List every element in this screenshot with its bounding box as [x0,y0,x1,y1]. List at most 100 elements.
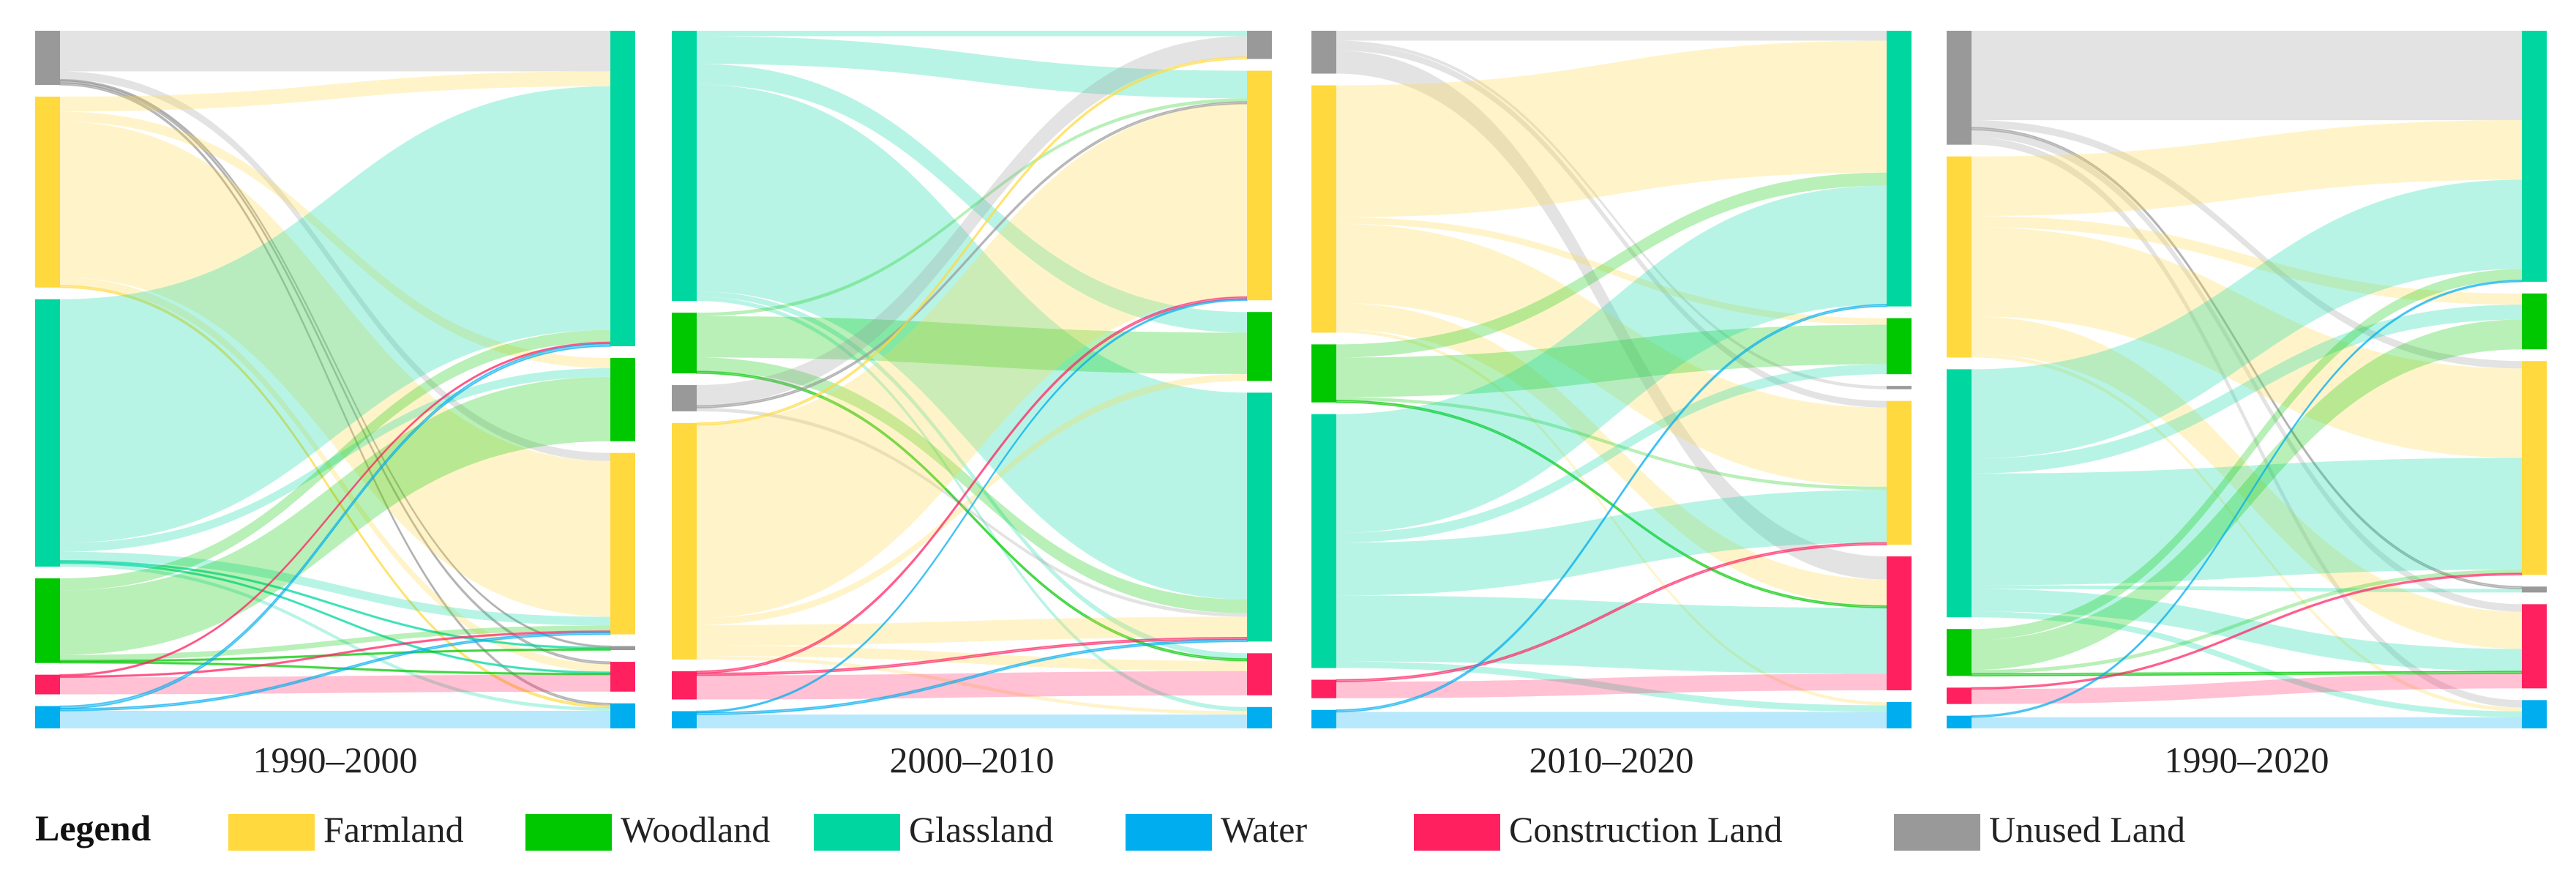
sankey-link-farmland-to-woodland [60,111,610,368]
node-right-farmland [1247,70,1272,301]
legend-swatch-unused [1894,814,1980,851]
node-left-woodland [672,313,697,374]
sankey-links [696,31,1248,728]
node-right-farmland [610,452,635,635]
sankey-link-unused-to-construction [1336,51,1887,580]
legend-item-unused: Unused Land [1894,809,2185,851]
sankey-link-construction-to-construction [697,671,1247,700]
sankey-link-water-to-water [1972,717,2522,728]
sankey-link-farmland-to-water [697,656,1247,715]
node-left-farmland [1311,85,1336,333]
sankey-link-farmland-to-grassland [1972,120,2522,217]
sankey-link-woodland-to-grassland [1336,172,1887,358]
sankey-link-water-to-farmland [696,298,1248,714]
sankey-links [59,31,611,728]
sankey-link-grassland-to-woodland [1972,305,2522,474]
node-right-woodland [610,357,635,441]
legend: Legend Farmland Woodland Glassland Water Cons… [35,807,2185,851]
node-left-farmland [35,96,60,288]
sankey-links [1336,31,1887,728]
sankey-nodes [1311,31,1912,728]
sankey-link-farmland-to-grassland [60,71,610,112]
sankey-link-woodland-to-grassland [60,329,610,591]
legend-swatch-construction [1414,814,1500,851]
legend-label-water: Water [1221,809,1307,850]
sankey-link-woodland-to-farmland [697,98,1247,316]
sankey-link-grassland-to-unused [697,31,1247,37]
node-right-water [610,703,635,728]
node-left-construction [1311,679,1336,698]
sankey-links [1971,31,2523,728]
node-left-unused [1311,31,1336,74]
legend-label-construction: Construction Land [1509,809,1783,850]
node-right-woodland [1887,318,1912,375]
sankey-link-construction-to-construction [1972,673,2522,704]
panel-title: 1990–2020 [2165,739,2329,780]
panels: 1990–2000 2000–2010 2010–2020 1990–2020 [35,31,2547,780]
sankey-link-farmland-to-construction [697,646,1247,671]
node-right-woodland [2522,293,2547,350]
sankey-link-woodland-to-grassland [1972,269,2522,641]
sankey-link-woodland-to-woodland [60,376,610,655]
sankey-link-grassland-to-grassland [1336,185,1887,533]
node-left-grassland [672,31,697,302]
node-left-construction [672,671,697,700]
sankey-link-water-to-water [60,710,610,728]
legend-title: Legend [35,807,151,848]
sankey-link-grassland-to-farmland [60,551,610,626]
sankey-link-unused-to-unused [1336,40,1887,389]
node-right-grassland [610,31,635,346]
node-left-grassland [35,299,60,567]
legend-swatch-water [1126,814,1212,851]
sankey-link-grassland-to-construction [1336,595,1887,674]
legend-swatch-grassland [814,814,900,851]
legend-item-construction: Construction Land [1414,809,1783,851]
sankey-link-unused-to-unused [697,36,1247,406]
sankey-panel-4: 1990–2020 [1947,31,2547,780]
legend-label-farmland: Farmland [323,809,464,850]
sankey-link-farmland-to-grassland [1336,40,1887,217]
sankey-panel-3: 2010–2020 [1311,31,1912,780]
node-right-construction [1887,556,1912,690]
node-left-unused [35,31,60,85]
sankey-link-grassland-to-farmland [1336,490,1887,596]
sankey-link-woodland-to-woodland [1336,324,1887,398]
legend-item-water: Water [1126,809,1307,851]
sankey-link-unused-to-grassland [1972,31,2522,121]
node-left-construction [35,674,60,695]
sankey-link-unused-to-grassland [60,31,610,72]
node-left-water [1947,715,1972,728]
node-left-water [1311,709,1336,728]
sankey-link-grassland-to-water [697,296,1247,712]
sankey-panel-2: 2000–2010 [672,31,1272,780]
node-right-construction [1247,653,1272,695]
sankey-link-grassland-to-construction [697,291,1247,659]
node-left-water [35,706,60,728]
node-right-water [1887,701,1912,728]
node-right-unused [1887,386,1912,389]
sankey-link-water-to-water [1336,712,1887,728]
sankey-link-grassland-to-grassland [697,84,1247,600]
node-right-grassland [1887,31,1912,307]
sankey-link-grassland-to-grassland [60,86,610,543]
sankey-link-woodland-to-farmland [1336,397,1887,490]
sankey-nodes [1947,31,2547,728]
sankey-link-unused-to-grassland [1336,31,1887,41]
node-left-woodland [35,578,60,663]
node-left-water [672,711,697,728]
node-left-grassland [1947,369,1972,618]
sankey-link-farmland-to-water [1336,329,1887,706]
sankey-link-water-to-grassland [1971,280,2523,718]
sankey-link-farmland-to-farmland [1336,223,1887,487]
sankey-link-grassland-to-water [1336,661,1887,712]
sankey-link-grassland-to-farmland [1972,458,2522,586]
sankey-link-unused-to-farmland [1336,44,1887,408]
sankey-link-farmland-to-woodland [1336,217,1887,325]
sankey-link-farmland-to-water [1972,354,2522,712]
sankey-link-farmland-to-woodland [1972,216,2522,305]
sankey-link-unused-to-grassland [697,408,1247,617]
sankey-link-farmland-to-farmland [697,103,1247,619]
panel-title: 2000–2010 [890,739,1055,780]
